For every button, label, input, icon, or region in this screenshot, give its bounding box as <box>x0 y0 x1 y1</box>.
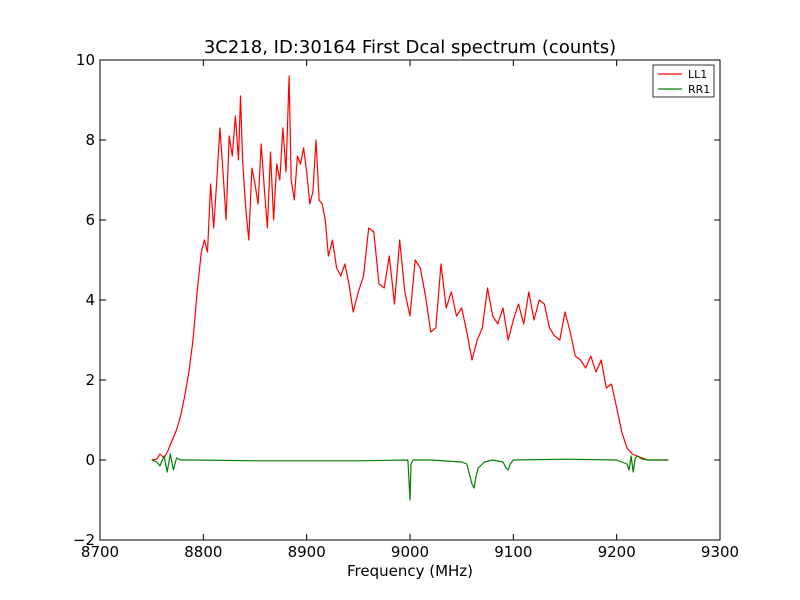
x-axis-label: Frequency (MHz) <box>347 562 473 580</box>
y-tick-label: 8 <box>85 131 95 149</box>
x-tick-label: 9000 <box>391 543 429 561</box>
legend-label-ll1: LL1 <box>688 68 707 81</box>
x-tick-label: 8900 <box>288 543 326 561</box>
chart-title: 3C218, ID:30164 First Dcal spectrum (cou… <box>204 37 616 58</box>
x-tick-label: 8800 <box>184 543 222 561</box>
axis-ticks: 8700 8800 8900 9000 9100 9200 9300 −2 0 2 4 6 8 10 <box>73 51 739 561</box>
legend-label-rr1: RR1 <box>688 83 710 96</box>
x-tick-label: 8700 <box>81 543 119 561</box>
y-tick-label: 4 <box>85 291 95 309</box>
y-tick-label: 6 <box>85 211 95 229</box>
x-tick-label: 9100 <box>494 543 532 561</box>
y-tick-label: 2 <box>85 371 95 389</box>
y-tick-label: 0 <box>85 451 95 469</box>
legend: LL1 RR1 <box>652 64 715 98</box>
y-tick-label: 10 <box>76 51 95 69</box>
series-line-rr1 <box>151 453 669 501</box>
y-tick-label: −2 <box>73 531 95 549</box>
series-line-ll1 <box>151 75 669 461</box>
legend-box <box>652 64 715 98</box>
x-tick-label: 9200 <box>598 543 636 561</box>
plot-frame <box>99 59 721 541</box>
plot-lines <box>151 75 669 501</box>
x-tick-label: 9300 <box>701 543 739 561</box>
